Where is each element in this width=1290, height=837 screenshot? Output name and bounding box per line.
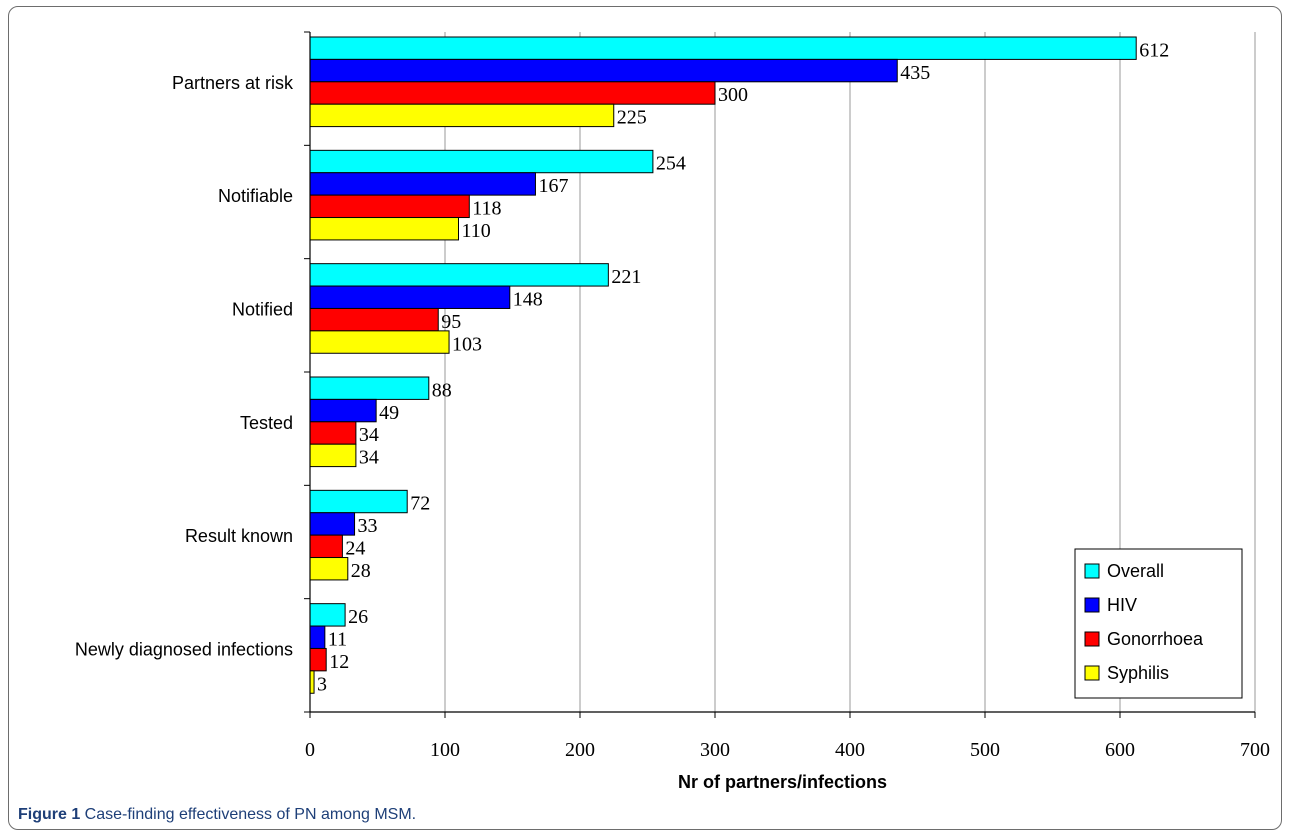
data-label: 34 xyxy=(359,447,379,469)
data-label: 221 xyxy=(611,266,641,288)
bar xyxy=(309,625,326,649)
x-tick-label: 300 xyxy=(700,739,730,761)
data-label: 148 xyxy=(513,288,543,310)
legend-label: Overall xyxy=(1107,561,1164,581)
category-label: Tested xyxy=(240,413,293,433)
legend-swatch xyxy=(1084,563,1100,579)
bar xyxy=(309,443,357,468)
data-label: 28 xyxy=(351,560,371,582)
data-label: 11 xyxy=(328,628,347,650)
legend-label: Syphilis xyxy=(1107,663,1169,683)
data-label: 34 xyxy=(359,424,379,446)
x-tick-label: 400 xyxy=(835,739,865,761)
figure-caption: Figure 1 Case-finding effectiveness of P… xyxy=(18,806,416,824)
data-label: 12 xyxy=(329,651,349,673)
bar xyxy=(309,194,470,219)
bar xyxy=(309,81,716,105)
data-label: 118 xyxy=(472,198,501,220)
caption-text: Case-finding effectiveness of PN among M… xyxy=(80,806,417,823)
bar xyxy=(309,149,654,174)
legend-label: HIV xyxy=(1107,595,1137,615)
x-tick-label: 200 xyxy=(565,739,595,761)
bar xyxy=(309,534,343,559)
data-label: 110 xyxy=(462,220,491,242)
data-label: 95 xyxy=(441,311,461,333)
bar xyxy=(309,172,536,196)
bar xyxy=(309,398,377,423)
data-label: 167 xyxy=(538,175,568,197)
data-label: 300 xyxy=(718,84,748,106)
category-label: Notified xyxy=(232,299,293,319)
legend xyxy=(1074,548,1243,699)
legend-label: Gonorrhoea xyxy=(1107,629,1204,649)
bar xyxy=(309,647,327,672)
bar xyxy=(309,58,898,83)
bar xyxy=(309,670,315,694)
data-label: 24 xyxy=(345,538,365,560)
category-label: Partners at risk xyxy=(172,73,294,93)
bar xyxy=(309,330,450,354)
x-tick-label: 500 xyxy=(970,739,1000,761)
data-label: 88 xyxy=(432,379,452,401)
x-tick-label: 600 xyxy=(1105,739,1135,761)
x-tick-label: 700 xyxy=(1240,739,1270,761)
bar xyxy=(309,421,357,445)
data-label: 49 xyxy=(379,402,399,424)
bar xyxy=(309,376,430,400)
data-label: 103 xyxy=(452,333,482,355)
caption-label: Figure 1 xyxy=(18,806,81,823)
bar-chart: Partners at risk 612 435 300 225 Notifiable 25… xyxy=(75,31,1270,792)
bar xyxy=(309,603,346,627)
legend-swatch xyxy=(1084,597,1100,613)
bar xyxy=(309,307,439,332)
bar xyxy=(309,512,356,536)
data-label: 26 xyxy=(348,606,368,628)
data-label: 435 xyxy=(900,62,930,84)
bar xyxy=(309,263,609,287)
legend-swatch xyxy=(1084,631,1100,647)
x-tick-label: 0 xyxy=(305,739,315,761)
x-tick-label: 100 xyxy=(430,739,460,761)
data-label: 3 xyxy=(317,673,327,695)
figure-frame xyxy=(8,6,1282,830)
data-label: 254 xyxy=(656,153,686,175)
data-label: 612 xyxy=(1139,39,1169,61)
x-axis-title: Nr of partners/infections xyxy=(678,772,887,792)
data-label: 72 xyxy=(410,493,430,515)
bar xyxy=(309,285,511,309)
bar xyxy=(309,489,408,514)
data-label: 33 xyxy=(358,515,378,537)
bar xyxy=(309,557,349,581)
bar xyxy=(309,103,615,128)
category-label: Result known xyxy=(185,526,293,546)
bar xyxy=(309,36,1137,60)
category-label: Newly diagnosed infections xyxy=(75,639,293,659)
legend-swatch xyxy=(1084,665,1100,681)
category-label: Notifiable xyxy=(218,186,293,206)
bar xyxy=(309,217,459,241)
data-label: 225 xyxy=(617,107,647,129)
